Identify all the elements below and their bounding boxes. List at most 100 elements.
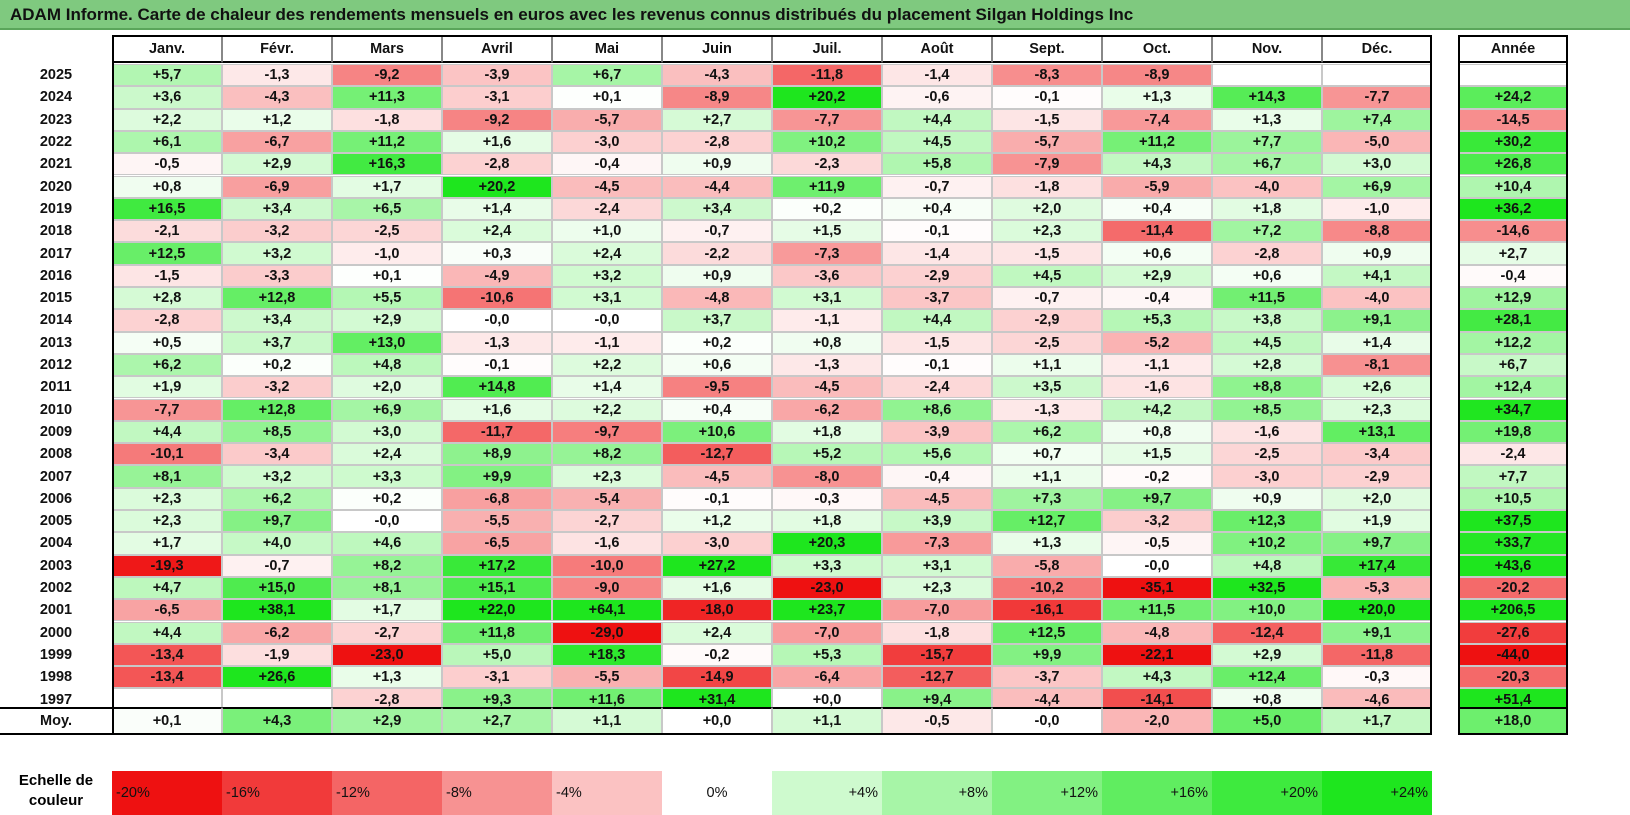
column-header: Mai (552, 35, 662, 63)
annual-cell: -14,5 (1458, 108, 1568, 131)
annual-cell: +2,7 (1458, 242, 1568, 265)
color-scale-swatch: -20% (112, 771, 222, 815)
heatmap-cell: +9,1 (1322, 621, 1432, 644)
heatmap-cell: -0,0 (332, 510, 442, 533)
heatmap-cell: +12,8 (222, 287, 332, 310)
annual-cell: +37,5 (1458, 510, 1568, 533)
heatmap-cell: +6,7 (1212, 153, 1322, 176)
heatmap-cell: -1,4 (882, 242, 992, 265)
heatmap-cell: +1,3 (332, 666, 442, 689)
heatmap-cell: -1,3 (772, 353, 882, 377)
heatmap-cell: +2,2 (552, 353, 662, 377)
heatmap-cell: +6,1 (112, 130, 222, 154)
heatmap-cell: +0,3 (442, 242, 552, 265)
heatmap-cell: +9,3 (442, 688, 552, 711)
heatmap-cell: +2,8 (112, 287, 222, 310)
heatmap-cell: +1,1 (992, 465, 1102, 488)
average-cell: +0,1 (112, 707, 222, 735)
heatmap-cell: +4,4 (882, 309, 992, 332)
heatmap-cell: +2,3 (112, 487, 222, 510)
heatmap-cell: -3,1 (442, 666, 552, 689)
heatmap-cell: -1,5 (992, 242, 1102, 265)
year-label: 2001 (39, 602, 73, 619)
year-label: 2006 (39, 490, 73, 507)
heatmap-cell: +3,8 (1212, 309, 1322, 332)
heatmap-cell: +8,5 (1212, 398, 1322, 421)
heatmap-cell: +8,2 (552, 443, 662, 466)
heatmap-cell: -6,8 (442, 487, 552, 510)
column-header: Sept. (992, 35, 1102, 63)
heatmap-cell: -23,0 (332, 643, 442, 667)
heatmap-cell: -4,3 (662, 64, 772, 87)
heatmap-cell: -2,8 (112, 309, 222, 332)
heatmap-cell: -1,5 (992, 108, 1102, 131)
year-label: 2025 (39, 67, 73, 84)
year-label: 2005 (39, 513, 73, 530)
heatmap-cell: -0,1 (662, 487, 772, 510)
heatmap-cell: +2,9 (222, 153, 332, 176)
heatmap-cell: -0,1 (882, 220, 992, 243)
heatmap-cell: +4,5 (882, 130, 992, 154)
heatmap-cell: +0,1 (332, 264, 442, 287)
annual-cell: +34,7 (1458, 398, 1568, 421)
year-label: 2020 (39, 178, 73, 195)
heatmap-cell: -2,1 (112, 220, 222, 243)
year-label: 2021 (39, 156, 73, 173)
heatmap-cell: -5,9 (1102, 175, 1212, 198)
column-header: Févr. (222, 35, 332, 63)
average-cell: +0,0 (662, 707, 772, 735)
heatmap-cell: +17,2 (442, 554, 552, 577)
annual-cell: -20,3 (1458, 666, 1568, 689)
heatmap-cell: -9,7 (552, 420, 662, 444)
heatmap-cell (1212, 64, 1322, 87)
column-header: Août (882, 35, 992, 63)
color-scale-swatch: +24% (1322, 771, 1432, 815)
heatmap-cell: -5,7 (992, 130, 1102, 154)
heatmap-cell: -0,2 (1102, 465, 1212, 488)
heatmap-cell: +27,2 (662, 554, 772, 577)
column-header: Juil. (772, 35, 882, 63)
heatmap-cell: +7,7 (1212, 130, 1322, 154)
heatmap-cell: +6,9 (332, 398, 442, 421)
heatmap-cell: -8,1 (1322, 353, 1432, 377)
heatmap-cell: +1,6 (442, 130, 552, 154)
heatmap-cell: +5,0 (442, 643, 552, 667)
heatmap-cell: +9,9 (442, 465, 552, 488)
heatmap-cell: +17,4 (1322, 554, 1432, 577)
color-scale-label: Echelle de couleur (0, 771, 112, 815)
heatmap-cell: +2,4 (332, 443, 442, 466)
heatmap-cell: -8,8 (1322, 220, 1432, 243)
heatmap-cell: +6,7 (552, 64, 662, 87)
heatmap-cell: -0,7 (992, 287, 1102, 310)
heatmap-cell: +12,5 (112, 242, 222, 265)
color-scale-swatch: -16% (222, 771, 332, 815)
heatmap-cell: +6,5 (332, 197, 442, 221)
heatmap-cell: +0,9 (662, 153, 772, 176)
heatmap-cell: -8,3 (992, 64, 1102, 87)
heatmap-cell: +4,8 (332, 353, 442, 377)
color-scale-swatch: 0% (662, 771, 772, 815)
heatmap-cell: +8,8 (1212, 376, 1322, 399)
heatmap-cell: -16,1 (992, 599, 1102, 622)
heatmap-cell: -1,1 (772, 309, 882, 332)
heatmap-cell: +0,7 (992, 443, 1102, 466)
heatmap-cell: -4,8 (1102, 621, 1212, 644)
heatmap-cell: +20,0 (1322, 599, 1432, 622)
heatmap-cell: -5,5 (552, 666, 662, 689)
heatmap-cell: -2,5 (332, 220, 442, 243)
heatmap-cell: +1,7 (332, 599, 442, 622)
heatmap-cell: -3,7 (882, 287, 992, 310)
heatmap-cell: -7,0 (772, 621, 882, 644)
heatmap-cell: +0,8 (1212, 688, 1322, 711)
heatmap-cell: -35,1 (1102, 576, 1212, 600)
annual-cell: +33,7 (1458, 532, 1568, 555)
heatmap-cell: +10,6 (662, 420, 772, 444)
heatmap-cell: -2,9 (1322, 465, 1432, 488)
heatmap-cell: +2,4 (442, 220, 552, 243)
heatmap-cell: -7,7 (772, 108, 882, 131)
heatmap-cell: +0,6 (662, 353, 772, 377)
heatmap-cell: +32,5 (1212, 576, 1322, 600)
heatmap-cell: +0,8 (1102, 420, 1212, 444)
heatmap-cell: +1,9 (112, 376, 222, 399)
year-label: 2015 (39, 290, 73, 307)
